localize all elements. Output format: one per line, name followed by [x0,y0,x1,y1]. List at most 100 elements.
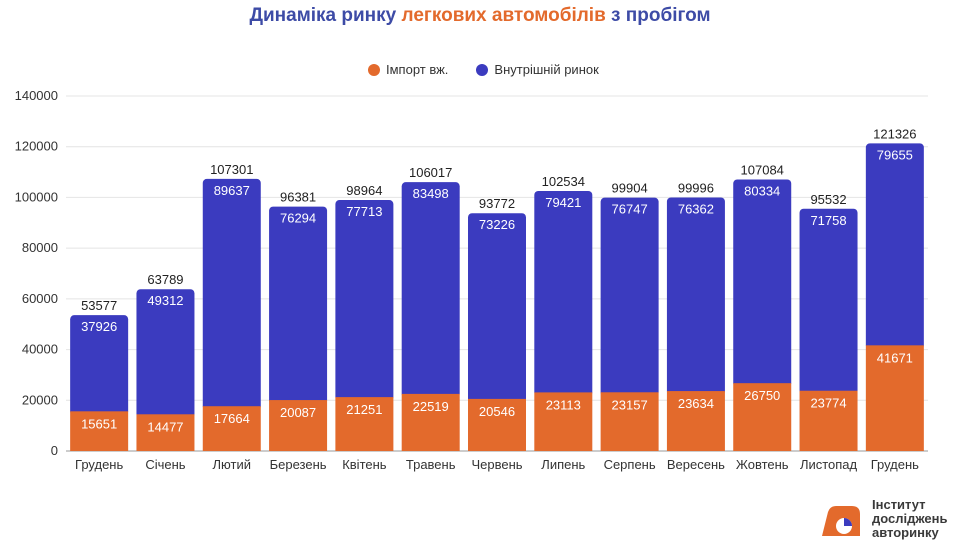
bar-import-label: 17664 [214,411,250,426]
x-tick-label: Серпень [604,457,656,472]
bar-import [202,406,261,451]
bar-domestic-label: 71758 [810,213,846,228]
title-part3: з пробігом [605,5,711,26]
bar-total-label: 121326 [873,126,916,141]
legend-item-import: Імпорт вж. [368,62,448,77]
y-tick-label: 40000 [22,342,58,357]
bar-import [865,345,924,451]
x-tick-label: Січень [145,457,185,472]
bar-import [666,391,725,451]
y-tick-label: 0 [51,443,58,458]
y-tick-label: 120000 [15,139,58,154]
bar-import [799,390,858,451]
bar-domestic-label: 49312 [147,293,183,308]
bar-import-label: 21251 [346,402,382,417]
bar-total-label: 99904 [612,181,648,196]
x-tick-label: Липень [541,457,585,472]
bar-import-label: 20546 [479,404,515,419]
bar-import-label: 41671 [877,350,913,365]
bar-total-label: 107084 [741,162,784,177]
y-tick-label: 100000 [15,189,58,204]
bar-total-label: 98964 [346,183,382,198]
bar-domestic-label: 89637 [214,183,250,198]
institute-logo: Інститут досліджень авторинку [818,498,948,540]
bar-import [269,400,328,451]
bar-import [600,392,659,451]
bar-total-label: 99996 [678,180,714,195]
bar-import-label: 23113 [546,397,581,412]
x-tick-label: Квітень [342,457,387,472]
logo-line2: досліджень [872,511,948,526]
logo-icon [822,506,860,536]
bar-domestic [468,213,526,403]
bar-domestic-label: 76294 [280,211,316,226]
bar-domestic [666,197,725,396]
x-tick-label: Травень [406,457,456,472]
bar-domestic [70,315,129,416]
chart-legend: Імпорт вж. Внутрішній ринок [368,62,599,77]
bar-import [401,393,460,451]
y-tick-label: 60000 [22,291,58,306]
bar-import [534,392,593,451]
bar-domestic-label: 83498 [413,186,449,201]
bar-import [70,411,129,451]
bar-domestic-label: 77713 [346,204,382,219]
bar-domestic [335,200,394,402]
bar-import-label: 20087 [280,405,316,420]
legend-dot-domestic [476,63,489,76]
bar-domestic [401,182,460,398]
bar-import-label: 23774 [810,396,846,411]
title-part1: Динаміка ринку [249,5,402,26]
bar-import-label: 15651 [81,416,117,431]
logo-line3: авторинку [872,525,939,540]
bar-total-label: 93772 [479,196,515,211]
legend-label-domestic: Внутрішній ринок [494,62,599,77]
x-tick-label: Вересень [667,457,725,472]
bar-import [335,397,394,451]
legend-label-import: Імпорт вж. [386,62,449,77]
bar-domestic-label: 80334 [744,183,780,198]
y-tick-label: 20000 [22,392,58,407]
y-tick-label: 80000 [22,240,58,255]
title-accent: легкових автомобілів [401,5,606,26]
y-tick-label: 140000 [15,88,58,103]
bar-import-label: 14477 [147,419,183,434]
bar-total-label: 53577 [81,298,117,313]
bar-import-label: 26750 [744,388,780,403]
x-tick-label: Лютий [213,457,251,472]
x-tick-label: Грудень [75,457,123,472]
bar-domestic-label: 37926 [81,319,117,334]
legend-item-domestic: Внутрішній ринок [476,62,599,77]
bar-domestic [600,197,659,397]
legend-dot-import [368,63,380,76]
bar-import-label: 22519 [413,399,449,414]
bar-import-label: 23157 [612,397,648,412]
x-tick-label: Червень [471,457,522,472]
bar-domestic [269,206,328,405]
bar-domestic [733,179,792,388]
bar-total-label: 102534 [542,174,585,189]
logo-line1: Інститут [872,497,926,512]
logo-text: Інститут досліджень авторинку [872,498,948,540]
bar-domestic [799,208,858,395]
bar-domestic [865,143,924,350]
x-tick-label: Березень [270,457,327,472]
bar-domestic [136,289,195,419]
bar-domestic-label: 79655 [877,147,913,162]
bar-domestic [202,178,261,411]
x-tick-label: Жовтень [736,457,789,472]
bar-import [468,398,526,451]
bar-import-label: 23634 [678,396,714,411]
bar-total-label: 96381 [280,190,316,205]
bar-total-label: 95532 [810,192,846,207]
bar-import [136,414,195,451]
bar-domestic [534,191,593,397]
bar-domestic-label: 79421 [545,195,581,210]
x-tick-label: Листопад [800,457,858,472]
bar-import [733,383,792,451]
bar-domestic-label: 73226 [479,217,515,232]
bar-total-label: 63789 [147,272,183,287]
x-tick-label: Грудень [871,457,919,472]
bar-domestic-label: 76747 [612,202,648,217]
